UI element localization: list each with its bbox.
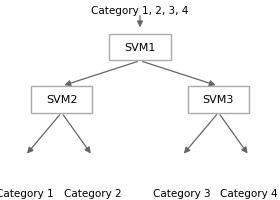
Text: Category 1, 2, 3, 4: Category 1, 2, 3, 4 — [91, 6, 189, 16]
FancyBboxPatch shape — [31, 87, 92, 113]
Text: Category 3: Category 3 — [153, 188, 211, 198]
Text: Category 2: Category 2 — [64, 188, 121, 198]
Text: SVM1: SVM1 — [124, 43, 156, 53]
Text: Category 4: Category 4 — [220, 188, 278, 198]
Text: Category 1: Category 1 — [0, 188, 54, 198]
FancyBboxPatch shape — [188, 87, 249, 113]
Text: SVM2: SVM2 — [46, 95, 77, 105]
Text: SVM3: SVM3 — [203, 95, 234, 105]
FancyBboxPatch shape — [109, 35, 171, 61]
